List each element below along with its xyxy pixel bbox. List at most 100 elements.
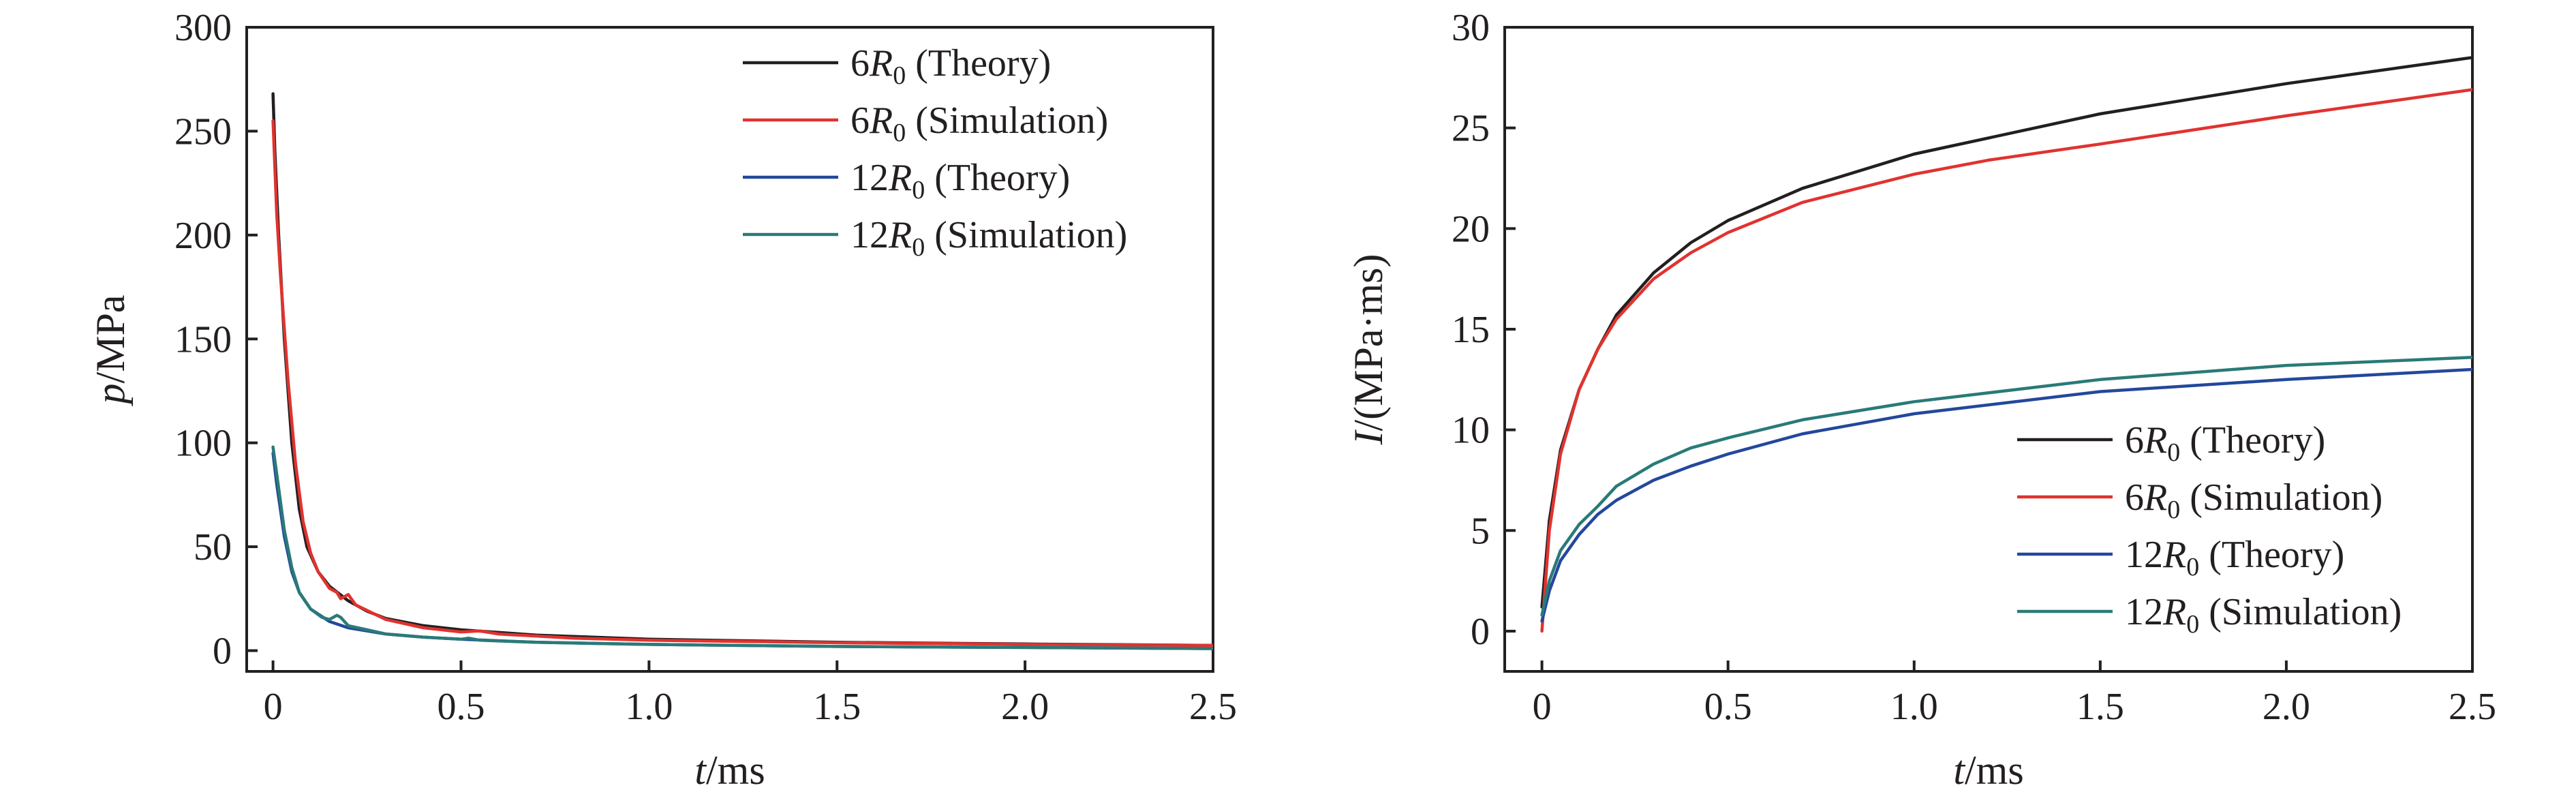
series-line-3 [1540, 356, 2472, 617]
legend-var: R [2162, 591, 2186, 633]
series-group [271, 92, 1213, 650]
series-line-2 [1540, 367, 2472, 623]
x-tick-label: 2.5 [1189, 686, 1237, 728]
legend-tail: (Theory) [906, 42, 1051, 85]
y-tick-label: 50 [194, 526, 232, 568]
legend-sub: 0 [2186, 610, 2199, 639]
x-axis-var: t [694, 748, 707, 793]
legend-label: 12R0 (Theory) [850, 157, 1070, 204]
legend-var: R [888, 214, 912, 256]
y-tick-label: 100 [174, 423, 232, 465]
legend-var: R [869, 42, 893, 85]
series-line-0 [1540, 56, 2472, 609]
legend-item: 6R0 (Simulation) [2017, 476, 2382, 524]
x-axis-label: t/ms [1953, 748, 2023, 793]
legend-num: 6 [850, 42, 870, 85]
legend-sub: 0 [893, 61, 906, 90]
y-axis-unit: /(MPa·ms) [1346, 254, 1391, 431]
series-group [1540, 56, 2472, 633]
pressure-chart: 0 0.5 1.0 1.5 2.0 2.5050100150200250300t/msp/… [88, 7, 1237, 793]
legend-item: 6R0 (Simulation) [743, 100, 1108, 147]
y-tick-label: 5 [1471, 510, 1490, 552]
legend-sub: 0 [2186, 553, 2199, 581]
y-axis-label: I/(MPa·ms) [1346, 254, 1391, 446]
legend-num: 12 [850, 157, 889, 199]
legend-label: 6R0 (Theory) [850, 42, 1051, 90]
x-tick-label: 0.5 [437, 686, 485, 728]
x-tick-label: 1.0 [1890, 686, 1938, 728]
plot-frame [1503, 26, 2474, 673]
x-tick-label: 1.0 [625, 686, 673, 728]
series-line-3 [271, 445, 1213, 650]
legend-item: 12R0 (Theory) [743, 157, 1070, 204]
x-axis-label: t/ms [694, 748, 765, 793]
y-tick-label: 0 [213, 631, 232, 673]
legend-num: 6 [2125, 419, 2144, 461]
legend: 6R0 (Theory)6R0 (Simulation)12R0 (Theory… [2017, 419, 2402, 639]
legend-item: 6R0 (Theory) [743, 42, 1051, 90]
series-line-1 [1540, 88, 2472, 633]
x-axis-unit: /ms [706, 748, 765, 793]
legend-num: 12 [2125, 534, 2163, 576]
legend-tail: (Theory) [2180, 419, 2325, 461]
x-tick-label: 1.5 [2076, 686, 2124, 728]
y-tick-label: 150 [174, 318, 232, 361]
y-axis-label: p/MPa [88, 294, 133, 406]
legend-num: 12 [2125, 591, 2163, 633]
legend-var: R [869, 100, 893, 142]
x-tick-label: 0 [264, 686, 283, 728]
legend-num: 12 [850, 214, 889, 256]
legend-tail: (Theory) [925, 157, 1070, 199]
legend-var: R [2143, 476, 2167, 519]
x-tick-label: 1.5 [813, 686, 861, 728]
legend-tail: (Simulation) [2180, 476, 2382, 519]
y-tick-label: 30 [1452, 7, 1490, 49]
x-tick-label: 2.0 [1001, 686, 1049, 728]
legend-label: 6R0 (Theory) [2125, 419, 2325, 467]
x-tick-label: 0 [1533, 686, 1552, 728]
legend-label: 12R0 (Theory) [2125, 534, 2344, 581]
x-tick-label: 2.5 [2449, 686, 2496, 728]
legend-sub: 0 [912, 176, 925, 204]
y-tick-label: 0 [1471, 611, 1490, 653]
legend-label: 12R0 (Simulation) [2125, 591, 2402, 639]
y-tick-label: 10 [1452, 410, 1490, 452]
legend-sub: 0 [2167, 438, 2180, 467]
y-axis-var: I [1346, 429, 1391, 445]
legend-item: 12R0 (Simulation) [743, 214, 1127, 262]
plot-frame [245, 26, 1214, 673]
legend-tail: (Theory) [2199, 534, 2344, 576]
legend-item: 12R0 (Simulation) [2017, 591, 2402, 639]
legend-label: 6R0 (Simulation) [850, 100, 1108, 147]
x-axis-var: t [1953, 748, 1965, 793]
impulse-chart: 0 0.5 1.0 1.5 2.0 2.5 0 5 10 15 20 25 30 t/ms I/(MPa·m… [1346, 7, 2496, 793]
y-tick-label: 15 [1452, 309, 1490, 351]
legend-var: R [2162, 534, 2186, 576]
series-line-2 [271, 451, 1213, 650]
legend-var: R [888, 157, 912, 199]
x-axis-unit: /ms [1965, 748, 2024, 793]
legend-sub: 0 [912, 233, 925, 262]
legend-sub: 0 [2167, 496, 2180, 524]
x-tick-label: 2.0 [2263, 686, 2310, 728]
legend-label: 12R0 (Simulation) [850, 214, 1127, 262]
legend-tail: (Simulation) [2199, 591, 2402, 633]
legend: 6R0 (Theory)6R0 (Simulation)12R0 (Theory… [743, 42, 1127, 262]
y-tick-label: 25 [1452, 108, 1490, 150]
y-tick-label: 200 [174, 215, 232, 257]
legend-label: 6R0 (Simulation) [2125, 476, 2382, 524]
y-tick-label: 250 [174, 110, 232, 153]
legend-tail: (Simulation) [906, 100, 1108, 142]
y-axis-var: p [88, 384, 133, 407]
legend-sub: 0 [893, 119, 906, 147]
series-line-1 [271, 119, 1213, 648]
legend-num: 6 [850, 100, 870, 142]
legend-tail: (Simulation) [925, 214, 1127, 256]
y-axis-unit: /MPa [88, 294, 133, 383]
legend-item: 6R0 (Theory) [2017, 419, 2325, 467]
legend-num: 6 [2125, 476, 2144, 519]
y-tick-label: 300 [174, 7, 232, 49]
legend-item: 12R0 (Theory) [2017, 534, 2344, 581]
y-tick-label: 20 [1452, 208, 1490, 250]
